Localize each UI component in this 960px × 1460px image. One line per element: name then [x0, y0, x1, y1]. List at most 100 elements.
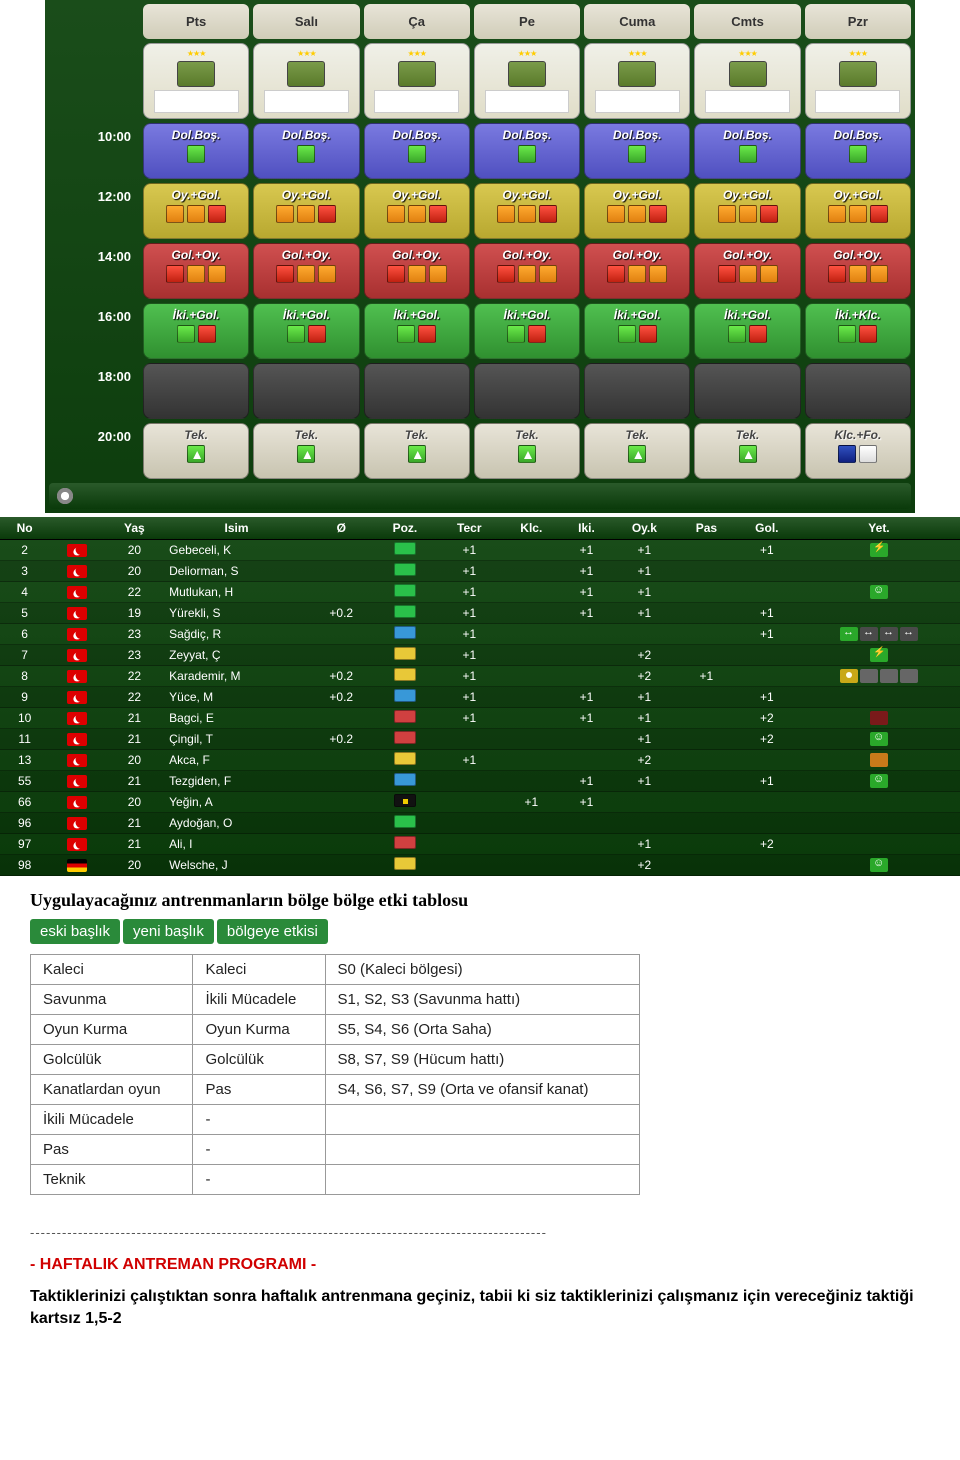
training-slot[interactable]: Gol.+Oy. — [694, 243, 800, 299]
training-slot[interactable]: Oy.+Gol. — [253, 183, 359, 239]
player-name: Welsche, J — [163, 855, 310, 876]
player-col-header[interactable] — [49, 517, 105, 540]
player-col-header[interactable]: No — [0, 517, 49, 540]
training-slot[interactable] — [143, 363, 249, 419]
player-row[interactable]: 13 20 Akca, F +1 +2 — [0, 750, 960, 771]
training-slot[interactable]: İki.+Gol. — [584, 303, 690, 359]
training-slot[interactable]: Gol.+Oy. — [584, 243, 690, 299]
training-slot[interactable] — [694, 363, 800, 419]
player-avg — [310, 540, 373, 561]
training-slot[interactable] — [805, 363, 911, 419]
player-col-header[interactable]: Oy.k — [612, 517, 677, 540]
training-slot[interactable]: Oy.+Gol. — [694, 183, 800, 239]
training-slot[interactable]: Klc.+Fo. — [805, 423, 911, 479]
player-col-header[interactable]: Ø — [310, 517, 373, 540]
training-slot[interactable]: Dol.Boş. — [805, 123, 911, 179]
training-card[interactable]: ★★★ — [253, 43, 359, 119]
training-slot[interactable]: Gol.+Oy. — [805, 243, 911, 299]
player-row[interactable]: 96 21 Aydoğan, O — [0, 813, 960, 834]
player-row[interactable]: 55 21 Tezgiden, F +1 +1 +1 — [0, 771, 960, 792]
effect-old: İkili Mücadele — [31, 1105, 193, 1135]
player-iki: +1 — [561, 792, 611, 813]
training-slot[interactable]: Dol.Boş. — [694, 123, 800, 179]
player-row[interactable]: 97 21 Ali, I +1 +2 — [0, 834, 960, 855]
training-card[interactable]: ★★★ — [805, 43, 911, 119]
player-col-header[interactable]: Iki. — [561, 517, 611, 540]
training-slot[interactable]: İki.+Klc. — [805, 303, 911, 359]
time-label: 20:00 — [49, 423, 139, 479]
slot-label: Dol.Boş. — [834, 128, 883, 142]
training-slot[interactable]: İki.+Gol. — [694, 303, 800, 359]
player-col-header[interactable]: Isim — [163, 517, 310, 540]
training-slot[interactable]: Tek. — [584, 423, 690, 479]
training-slot[interactable]: Oy.+Gol. — [143, 183, 249, 239]
player-row[interactable]: 5 19 Yürekli, S +0.2 +1 +1 +1 +1 — [0, 603, 960, 624]
training-slot[interactable]: Gol.+Oy. — [143, 243, 249, 299]
slot-intensity-icon — [518, 445, 536, 463]
training-slot[interactable]: Oy.+Gol. — [364, 183, 470, 239]
training-slot[interactable] — [253, 363, 359, 419]
training-slot[interactable]: Dol.Boş. — [474, 123, 580, 179]
player-row[interactable]: 9 22 Yüce, M +0.2 +1 +1 +1 +1 — [0, 687, 960, 708]
training-card[interactable]: ★★★ — [364, 43, 470, 119]
training-slot[interactable]: İki.+Gol. — [253, 303, 359, 359]
training-slot[interactable]: Tek. — [253, 423, 359, 479]
training-slot[interactable]: Tek. — [143, 423, 249, 479]
training-slot[interactable]: Gol.+Oy. — [364, 243, 470, 299]
training-slot[interactable]: Gol.+Oy. — [474, 243, 580, 299]
training-card[interactable]: ★★★ — [474, 43, 580, 119]
player-row[interactable]: 2 20 Gebeceli, K +1 +1 +1 +1 — [0, 540, 960, 561]
training-slot[interactable]: Oy.+Gol. — [474, 183, 580, 239]
player-row[interactable]: 98 20 Welsche, J +2 — [0, 855, 960, 876]
slot-intensity-icon — [276, 205, 294, 223]
training-slot[interactable] — [584, 363, 690, 419]
player-pas — [677, 582, 736, 603]
time-label — [49, 43, 139, 119]
player-col-header[interactable]: Yet. — [798, 517, 960, 540]
training-slot[interactable]: Dol.Boş. — [364, 123, 470, 179]
skill-icon — [870, 543, 888, 557]
player-row[interactable]: 6 23 Sağdiç, R +1 +1 — [0, 624, 960, 645]
training-slot[interactable]: İki.+Gol. — [364, 303, 470, 359]
day-header: Cmts — [694, 4, 800, 39]
player-col-header[interactable]: Poz. — [373, 517, 438, 540]
slot-intensity-icon — [276, 265, 294, 283]
training-slot[interactable] — [474, 363, 580, 419]
player-iki: +1 — [561, 561, 611, 582]
position-icon — [394, 563, 416, 576]
training-slot[interactable] — [364, 363, 470, 419]
player-col-header[interactable]: Pas — [677, 517, 736, 540]
player-col-header[interactable]: Yaş — [106, 517, 164, 540]
training-slot[interactable]: Gol.+Oy. — [253, 243, 359, 299]
training-slot[interactable]: Tek. — [694, 423, 800, 479]
player-row[interactable]: 3 20 Deliorman, S +1 +1 +1 — [0, 561, 960, 582]
training-slot[interactable]: Oy.+Gol. — [805, 183, 911, 239]
player-row[interactable]: 11 21 Çingil, T +0.2 +1 +2 — [0, 729, 960, 750]
slot-intensity-icon — [518, 205, 536, 223]
training-slot[interactable]: İki.+Gol. — [143, 303, 249, 359]
player-row[interactable]: 66 20 Yeğin, A +1 +1 — [0, 792, 960, 813]
player-col-header[interactable]: Gol. — [736, 517, 798, 540]
player-col-header[interactable]: Klc. — [501, 517, 561, 540]
training-slot[interactable]: Dol.Boş. — [584, 123, 690, 179]
player-row[interactable]: 8 22 Karademir, M +0.2 +1 +2 +1 — [0, 666, 960, 687]
slot-intensity-icon — [507, 325, 525, 343]
player-iki — [561, 855, 611, 876]
player-row[interactable]: 10 21 Bagci, E +1 +1 +1 +2 — [0, 708, 960, 729]
training-card[interactable]: ★★★ — [694, 43, 800, 119]
training-slot[interactable]: Dol.Boş. — [143, 123, 249, 179]
training-slot[interactable]: İki.+Gol. — [474, 303, 580, 359]
player-oyk: +1 — [612, 771, 677, 792]
training-card[interactable]: ★★★ — [143, 43, 249, 119]
player-row[interactable]: 7 23 Zeyyat, Ç +1 +2 — [0, 645, 960, 666]
player-col-header[interactable]: Tecr — [437, 517, 501, 540]
training-slot[interactable]: Dol.Boş. — [253, 123, 359, 179]
training-slot[interactable]: Oy.+Gol. — [584, 183, 690, 239]
training-card[interactable]: ★★★ — [584, 43, 690, 119]
slot-intensity-icon — [539, 205, 557, 223]
training-slot[interactable]: Tek. — [364, 423, 470, 479]
training-slot[interactable]: Tek. — [474, 423, 580, 479]
player-row[interactable]: 4 22 Mutlukan, H +1 +1 +1 — [0, 582, 960, 603]
slot-intensity-icon — [497, 265, 515, 283]
slot-label: İki.+Gol. — [173, 308, 220, 322]
